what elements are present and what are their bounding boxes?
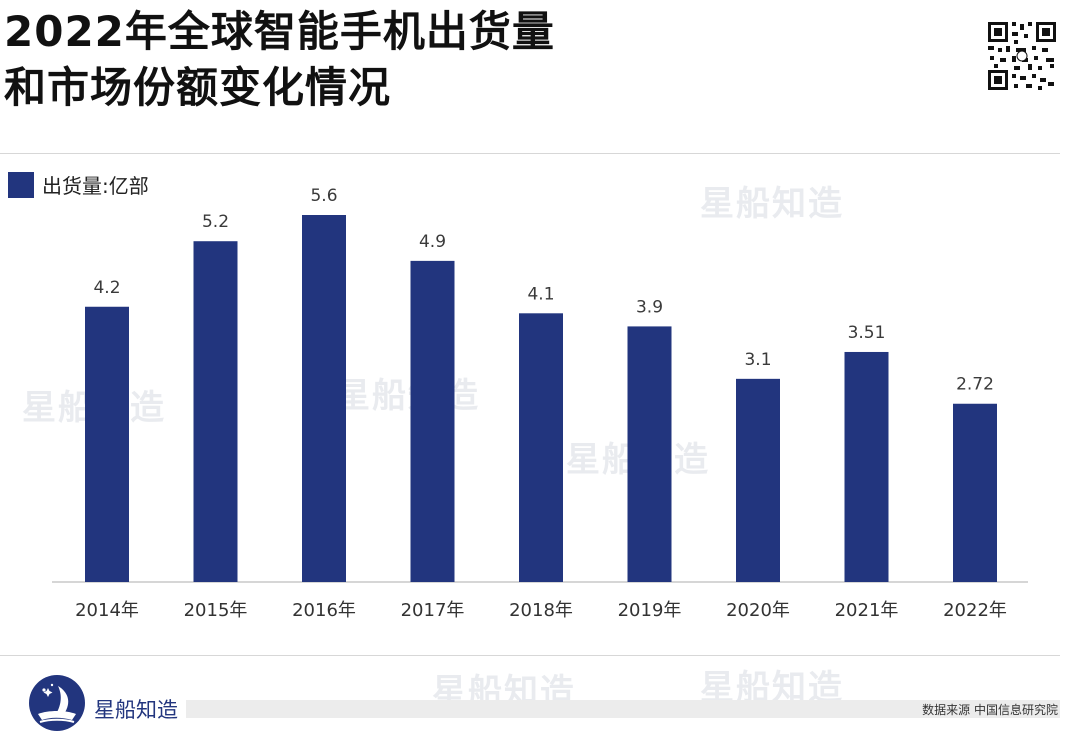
x-tick-label-3: 2017年 — [401, 600, 465, 621]
footer-bar — [186, 700, 1060, 718]
bar-value-label-7: 3.51 — [848, 323, 886, 343]
bar-value-label-5: 3.9 — [636, 297, 663, 317]
x-tick-label-6: 2020年 — [726, 600, 790, 621]
watermark: 星船知造 — [700, 184, 844, 224]
chart-title-line-2: 和市场份额变化情况 — [4, 63, 392, 112]
bar-value-label-8: 2.72 — [956, 375, 994, 395]
bar-1 — [193, 241, 238, 582]
qr-code-icon[interactable] — [986, 20, 1058, 92]
footer-source: 数据来源 中国信息研究院 — [922, 703, 1058, 717]
bar-3 — [410, 260, 455, 582]
bar-0 — [85, 306, 129, 582]
bottom-divider — [0, 655, 1060, 656]
chart-title: 2022年全球智能手机出货量 和市场份额变化情况 — [4, 4, 555, 116]
bar-value-label-6: 3.1 — [744, 350, 771, 370]
x-tick-label-1: 2015年 — [184, 600, 248, 621]
bar-value-label-4: 4.1 — [527, 284, 554, 304]
x-tick-label-8: 2022年 — [943, 600, 1007, 621]
legend: 出货量:亿部 — [8, 170, 149, 199]
bar-6 — [736, 378, 780, 582]
bar-value-label-1: 5.2 — [202, 212, 229, 232]
x-tick-label-7: 2021年 — [835, 600, 899, 621]
footer-brand: 星船知造 — [94, 698, 178, 722]
x-tick-label-2: 2016年 — [292, 600, 356, 621]
x-tick-label-4: 2018年 — [509, 600, 573, 621]
x-tick-label-0: 2014年 — [75, 600, 139, 621]
bar-2 — [302, 215, 346, 582]
bar-5 — [627, 326, 672, 582]
bar-value-label-0: 4.2 — [93, 278, 120, 298]
bar-value-label-2: 5.6 — [310, 186, 337, 206]
ship-logo-icon — [29, 675, 85, 731]
top-divider — [0, 153, 1060, 154]
bar-4 — [519, 313, 563, 582]
legend-swatch — [8, 171, 34, 198]
bar-7 — [844, 351, 889, 582]
legend-label: 出货量:亿部 — [42, 174, 149, 198]
bar-value-label-3: 4.9 — [419, 232, 446, 252]
x-tick-label-5: 2019年 — [618, 600, 682, 621]
chart-title-line-1: 2022年全球智能手机出货量 — [4, 7, 555, 56]
bar-8 — [953, 403, 997, 582]
